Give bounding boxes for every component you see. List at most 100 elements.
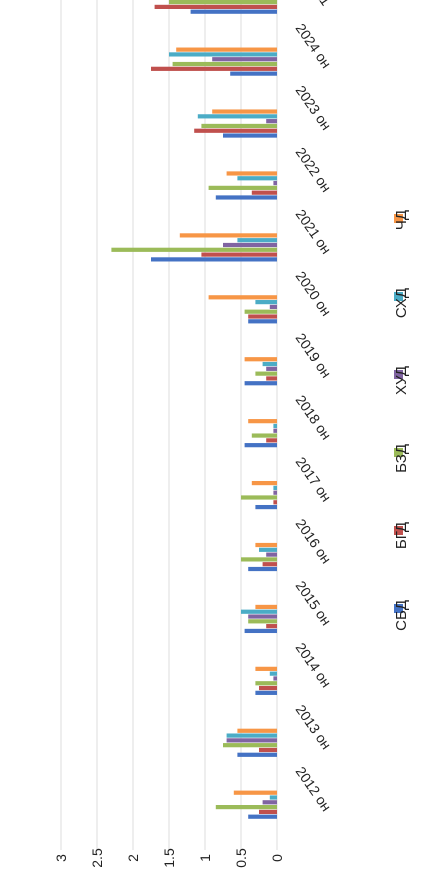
- bar-ЧД-2020 он: [208, 295, 277, 300]
- category-label: 2016 он: [293, 516, 335, 567]
- bar-СХД-2024 он: [169, 52, 277, 57]
- bar-ХУД-2015 он: [248, 614, 277, 619]
- bar-СБД-2019 он: [244, 381, 277, 386]
- value-tick-label: 0: [269, 854, 285, 862]
- bar-ЧД-2016 он: [255, 542, 277, 548]
- legend-label-СХД: СХД: [393, 288, 410, 318]
- bar-СБД-2016 он: [248, 566, 277, 572]
- category-axis-labels: 2012 он 2013 он 2014 он 2015 он 2016 он 2017 …: [293, 0, 335, 814]
- bar-ЧД-2022 он: [226, 171, 277, 176]
- legend-swatch-СБД: [394, 604, 403, 613]
- bar-БЗД-2021 он: [111, 247, 278, 252]
- value-tick-label: 3: [53, 854, 69, 862]
- legend-swatch-БЗД: [394, 448, 403, 457]
- bar-СХД-2023 он: [197, 114, 277, 119]
- bar-БГД-2022 он: [251, 190, 277, 195]
- bar-БГД-2014 он: [259, 685, 277, 691]
- bar-БГД-2020 он: [248, 314, 277, 319]
- bar-БЗД-2018 он: [251, 433, 277, 438]
- bar-СБД-2015 он: [244, 628, 277, 634]
- legend-label-БЗД: БЗД: [393, 444, 410, 473]
- value-tick-label: 2: [125, 854, 141, 862]
- category-label: 2014 он: [293, 640, 335, 691]
- bar-БГД-2013 он: [259, 747, 277, 753]
- legend-swatch-ХУД: [394, 370, 403, 379]
- category-label: 2021 он: [293, 206, 335, 257]
- value-tick-label: 1: [197, 854, 213, 862]
- category-label: 2024 он: [293, 20, 335, 71]
- legend-swatch-ЧД: [394, 214, 403, 223]
- bar-ЧД-2018 он: [248, 419, 277, 424]
- category-label: 2018 он: [293, 392, 335, 443]
- bar-СХД-2018 он: [273, 423, 277, 429]
- bar-БЗД-2019 он: [255, 371, 277, 376]
- bar-ХУД-2019 он: [266, 366, 277, 371]
- bar-СХД-2019 он: [262, 361, 277, 367]
- bar-ХУД-2023 он: [266, 119, 277, 124]
- legend-label-ХУД: ХУД: [393, 366, 410, 395]
- bar-ХУД-2014 он: [273, 676, 277, 681]
- bar-БГД-2017 он: [273, 500, 277, 505]
- bar-БГД-2018 он: [266, 438, 277, 443]
- category-label: 2019 он: [293, 330, 335, 381]
- bar-СБД-2014 он: [255, 690, 277, 695]
- legend-label-БГД: БГД: [393, 522, 410, 549]
- category-label: 2017 он: [293, 454, 335, 505]
- bar-СХД-2016 он: [259, 547, 277, 552]
- bar-ХУД-2012 он: [262, 800, 277, 805]
- category-label: 2013 он: [293, 702, 335, 753]
- bar-СХД-2012 он: [269, 795, 277, 800]
- bar-СБД-2024 он: [230, 71, 277, 76]
- bar-СБД-2018 он: [244, 443, 277, 448]
- bar-БЗД-2015 он: [248, 619, 277, 624]
- bar-БЗД-2014 он: [255, 681, 277, 686]
- bar-СБД-2017 он: [255, 504, 277, 510]
- bar-БЗД-2023 он: [201, 123, 277, 129]
- bar-БГД-2024 он: [151, 66, 277, 71]
- bar-БЗД-2022 он: [208, 185, 277, 190]
- bar-БГД-2015 он: [266, 624, 277, 629]
- bar-ЧД-2017 он: [251, 480, 277, 486]
- bar-СБД-2012 он: [248, 814, 277, 819]
- bar-ХУД-2018 он: [273, 428, 277, 433]
- bar-СХД-2021 он: [237, 238, 277, 243]
- category-label: 2023 он: [293, 82, 335, 133]
- bar-БЗД-2025.11: [169, 0, 277, 5]
- bars: [111, 0, 278, 819]
- bar-ХУД-2022 он: [273, 180, 277, 186]
- bar-БГД-2023 он: [194, 128, 277, 133]
- bar-ХУД-2021 он: [223, 242, 277, 248]
- bar-ЧД-2024 он: [176, 47, 277, 52]
- bar-ХУД-2020 он: [269, 304, 277, 310]
- bar-СХД-2022 он: [237, 176, 277, 181]
- bar-БЗД-2017 он: [241, 495, 277, 500]
- bar-ХУД-2013 он: [226, 738, 277, 743]
- value-tick-label: 0.5: [233, 848, 249, 868]
- bar-СБД-2021 он: [151, 257, 277, 262]
- category-label: 2025.11: [293, 0, 335, 8]
- category-label: 2020 он: [293, 268, 335, 319]
- bar-БЗД-2020 он: [244, 309, 277, 314]
- legend-label-СБД: СБД: [393, 600, 410, 631]
- bar-БГД-2012 он: [259, 809, 277, 814]
- bar-ЧД-2014 он: [255, 666, 277, 671]
- bar-БГД-2016 он: [262, 562, 277, 567]
- bar-СХД-2020 он: [255, 300, 277, 305]
- bar-БЗД-2013 он: [223, 743, 277, 748]
- legend-label-ЧД: ЧД: [393, 210, 410, 230]
- bar-БЗД-2024 он: [172, 61, 277, 67]
- legend: СБД БГД БЗД ХУД СХД ЧД: [393, 210, 410, 631]
- value-tick-label: 2.5: [89, 848, 105, 868]
- bar-ЧД-2015 он: [255, 604, 277, 610]
- bar-СХД-2014 он: [269, 671, 277, 676]
- bar-ХУД-2016 он: [266, 552, 277, 557]
- gridlines: [60, 0, 278, 850]
- bar-ЧД-2023 он: [212, 109, 277, 114]
- bar-ЧД-2019 он: [244, 357, 277, 362]
- bar-СБД-2022 он: [215, 195, 277, 200]
- bar-СХД-2013 он: [226, 733, 277, 738]
- bar-БЗД-2012 он: [215, 805, 277, 810]
- value-axis-ticks: 0 0.5 1 1.5 2 2.5 3: [53, 848, 285, 868]
- bar-ЧД-2013 он: [237, 728, 277, 733]
